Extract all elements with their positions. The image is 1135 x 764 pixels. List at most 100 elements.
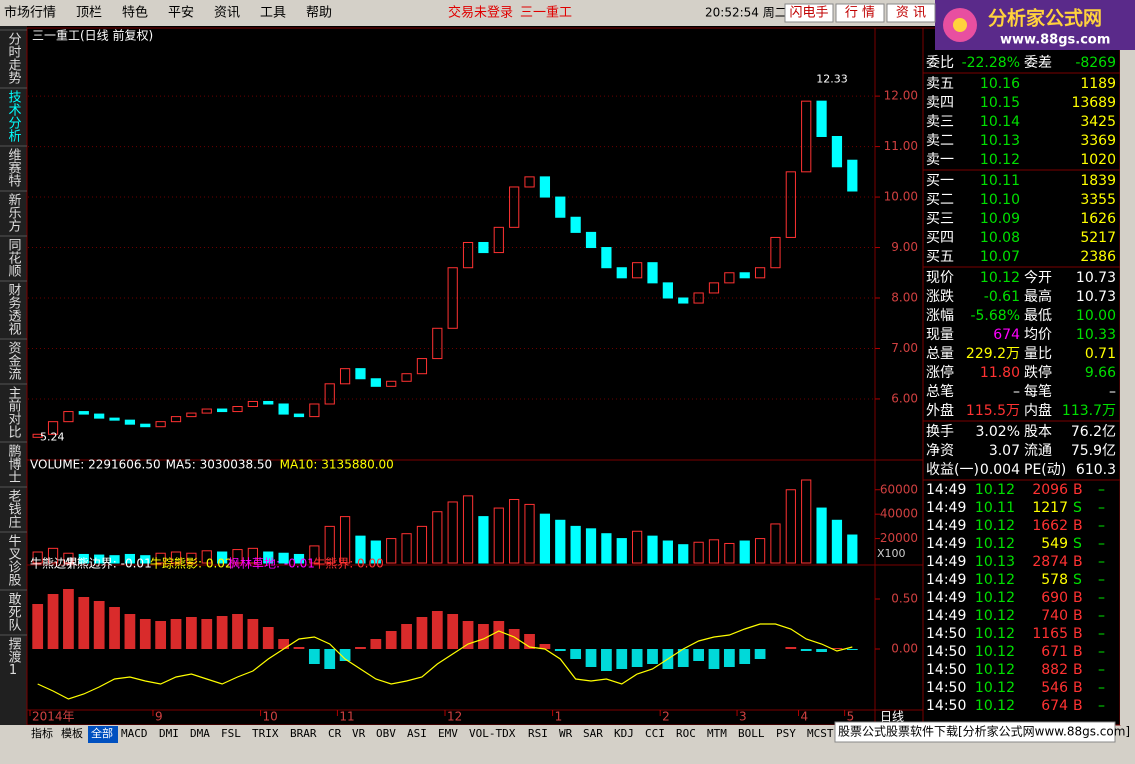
volume-bar: [616, 538, 627, 564]
tick-price: 10.12: [975, 644, 1015, 660]
tick-time: 14:49: [926, 536, 966, 552]
side-tab[interactable]: 牛叉诊股: [6, 534, 22, 587]
indicator-bar: [585, 649, 597, 667]
footer-link[interactable]: 股票公式股票软件下载[分析家公式网www.88gs.com]: [838, 724, 1130, 739]
book-price: 10.09: [980, 211, 1020, 227]
menu-item[interactable]: 市场行情: [4, 5, 56, 21]
button-label[interactable]: 闪电手: [789, 6, 828, 21]
candle: [339, 368, 351, 385]
indicator-tab[interactable]: CR: [328, 727, 342, 740]
side-tab[interactable]: 主前对比: [6, 386, 22, 439]
indicator-tab[interactable]: 指标: [31, 726, 53, 740]
date-label: 9: [155, 710, 163, 724]
tick-volume: 674: [1041, 698, 1068, 714]
indicator-bar: [416, 617, 428, 649]
indicator-tab[interactable]: MCST: [807, 727, 834, 740]
tick-side: B: [1073, 590, 1083, 606]
indicator-tab[interactable]: 全部: [91, 726, 113, 740]
side-tab[interactable]: 维赛特: [6, 148, 22, 187]
indicator-tab[interactable]: BRAR: [290, 727, 317, 740]
indicator-tab[interactable]: PSY: [776, 727, 796, 740]
menu-item[interactable]: 平安: [168, 6, 194, 21]
quote-label: 最高: [1024, 288, 1052, 305]
logo-url: www.88gs.com: [1000, 33, 1110, 48]
tick-volume: 549: [1041, 536, 1068, 552]
tick-side: B: [1073, 662, 1083, 678]
button-label[interactable]: 行 情: [845, 6, 875, 21]
tick-time: 14:49: [926, 608, 966, 624]
volume-bar: [555, 519, 566, 564]
quote-label: 总量: [926, 346, 954, 362]
indicator-tab[interactable]: BOLL: [738, 727, 765, 740]
indicator-tab[interactable]: FSL: [221, 727, 241, 740]
indicator-tab[interactable]: TRIX: [252, 727, 279, 740]
tick-flag: –: [1098, 662, 1105, 678]
side-tab[interactable]: 技术分析: [6, 90, 22, 142]
date-label: 5: [847, 710, 855, 724]
indicator-tab[interactable]: VOL-TDX: [469, 727, 516, 740]
button[interactable]: [835, 3, 885, 23]
quote-value: 229.2万: [966, 346, 1020, 362]
tick-price: 10.12: [975, 662, 1015, 678]
volume-bar: [662, 540, 673, 564]
indicator-tab[interactable]: MACD: [121, 727, 148, 740]
tick-side: B: [1073, 626, 1083, 642]
indicator-tab[interactable]: VR: [352, 727, 366, 740]
tick-side: S: [1073, 500, 1082, 516]
volume-bar: [509, 499, 520, 564]
button-label[interactable]: 资 讯: [896, 6, 926, 21]
menu-item[interactable]: 帮助: [306, 6, 332, 21]
volume-bar: [678, 544, 689, 564]
indicator-tab[interactable]: DMI: [159, 727, 179, 740]
side-tab[interactable]: 敢死队: [6, 592, 22, 632]
side-tab[interactable]: 资金流: [6, 341, 22, 380]
indicator-bar: [601, 649, 612, 671]
quote-value: –: [1109, 384, 1116, 400]
legend-item: 牛熊界: 0.00: [313, 556, 384, 571]
menu-item[interactable]: 资讯: [214, 6, 240, 21]
indicator-tab[interactable]: 模板: [61, 726, 83, 740]
tick-price: 10.12: [975, 518, 1015, 534]
tick-volume: 2874: [1032, 554, 1068, 570]
candle: [186, 412, 197, 418]
volume-bar: [217, 551, 228, 564]
menu-item[interactable]: 工具: [260, 6, 286, 21]
indicator-bar: [800, 649, 812, 651]
side-tab[interactable]: 新乐方: [6, 192, 22, 233]
indicator-tab[interactable]: KDJ: [614, 727, 634, 740]
candle: [570, 216, 581, 233]
indicator-tab[interactable]: ROC: [676, 727, 696, 740]
menu-item[interactable]: 顶栏: [76, 6, 102, 21]
legend-item: 牛踪熊影: 0.02: [150, 556, 233, 571]
legend-item: MA5: 3030038.50: [166, 458, 273, 472]
indicator-tab[interactable]: DMA: [190, 727, 210, 740]
button[interactable]: [784, 3, 834, 23]
side-tab[interactable]: 同花顺: [6, 238, 22, 277]
side-tab[interactable]: 财务透视: [6, 283, 22, 335]
indicator-tab[interactable]: RSI: [528, 727, 548, 740]
side-tab[interactable]: 老钱庄: [6, 489, 22, 529]
volume-bar: [570, 525, 581, 564]
button[interactable]: [886, 3, 936, 23]
tick-flag: –: [1098, 608, 1105, 624]
indicator-tab[interactable]: WR: [559, 727, 573, 740]
book-price: 10.07: [980, 249, 1020, 265]
side-tab[interactable]: 鹏博士: [6, 444, 22, 483]
candle: [601, 247, 612, 269]
date-label: 10: [263, 710, 278, 724]
indicator-tab[interactable]: OBV: [376, 727, 396, 740]
volume-bar: [447, 501, 458, 564]
side-tab[interactable]: 摆渡1: [6, 637, 22, 678]
book-label: 买四: [926, 230, 954, 246]
indicator-tab[interactable]: EMV: [438, 727, 458, 740]
book-volume: 1189: [1080, 76, 1116, 92]
quote-value: 674: [993, 327, 1020, 343]
tick-flag: –: [1098, 500, 1105, 516]
indicator-tab[interactable]: MTM: [707, 727, 727, 740]
indicator-tab[interactable]: CCI: [645, 727, 665, 740]
side-tab[interactable]: 分时走势: [6, 32, 22, 85]
indicator-tab[interactable]: ASI: [407, 727, 427, 740]
indicator-tab[interactable]: SAR: [583, 727, 603, 740]
candle: [724, 272, 735, 284]
menu-item[interactable]: 特色: [122, 5, 148, 21]
